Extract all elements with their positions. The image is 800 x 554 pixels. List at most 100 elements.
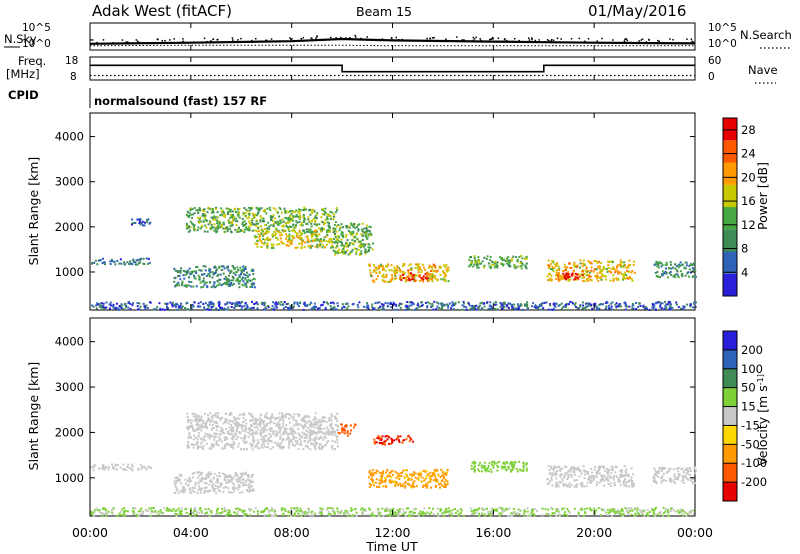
echo-cell-1 <box>189 478 192 481</box>
echo-cell-12 <box>451 304 454 307</box>
echo-cell-5 <box>342 226 345 229</box>
echo-cell-5 <box>370 484 372 487</box>
echo-cell-8 <box>476 260 479 262</box>
echo-cell-2 <box>207 435 209 438</box>
echo-cell-3 <box>276 220 279 223</box>
echo-cell-2 <box>275 424 278 427</box>
echo-cell-2 <box>213 436 216 439</box>
echo-cell-5 <box>351 239 354 242</box>
echo-cell-12 <box>440 302 442 305</box>
echo-cell-2 <box>188 425 191 428</box>
echo-cell-9 <box>580 273 583 276</box>
echo-cell-5 <box>420 480 423 483</box>
echo-cell-12 <box>660 307 663 310</box>
echo-cell-3 <box>189 213 192 216</box>
echo-cell-2 <box>245 440 248 443</box>
echo-cell-12 <box>210 308 213 311</box>
echo-cell-3 <box>210 216 213 219</box>
echo-cell-3 <box>286 221 289 224</box>
echo-cell-2 <box>224 436 227 439</box>
echo-cell-12 <box>587 304 590 307</box>
echo-cell-2 <box>214 414 217 417</box>
echo-cell-2 <box>331 439 334 442</box>
echo-cell-4 <box>266 242 269 245</box>
noise-point <box>360 37 362 40</box>
echo-cell-6 <box>396 265 399 268</box>
echo-cell-1 <box>203 491 206 494</box>
echo-cell-12 <box>588 302 591 305</box>
echo-cell-12 <box>406 307 409 310</box>
noise-right-tick-bottom: 10^0 <box>708 38 737 50</box>
echo-cell-9 <box>312 514 315 517</box>
echo-cell-2 <box>263 445 266 448</box>
echo-cell-2 <box>185 271 188 274</box>
echo-cell-12 <box>331 301 334 304</box>
echo-cell-10 <box>564 278 567 281</box>
echo-cell-2 <box>213 281 216 284</box>
echo-cell-3 <box>279 219 282 222</box>
echo-cell-3 <box>242 213 245 216</box>
echo-cell-12 <box>659 304 662 307</box>
echo-cell-12 <box>149 301 152 304</box>
echo-cell-2 <box>259 420 262 423</box>
echo-cell-7 <box>564 474 567 477</box>
echo-cell-2 <box>233 416 235 419</box>
echo-cell-9 <box>629 263 632 266</box>
echo-cell-9 <box>600 278 603 281</box>
echo-cell-2 <box>173 267 176 270</box>
echo-cell-2 <box>282 425 284 428</box>
echo-cell-2 <box>267 442 270 445</box>
echo-cell-1 <box>232 476 235 479</box>
echo-cell-3 <box>203 216 206 219</box>
echo-cell-9 <box>295 510 298 513</box>
echo-cell-3 <box>283 207 286 210</box>
echo-cell-6 <box>369 274 372 277</box>
echo-cell-2 <box>180 284 183 287</box>
echo-cell-3 <box>200 225 203 228</box>
echo-cell-12 <box>666 303 669 306</box>
echo-cell-12 <box>608 304 610 307</box>
echo-cell-2 <box>281 440 284 443</box>
echo-cell-3 <box>257 211 260 214</box>
noise-point <box>692 41 695 43</box>
echo-cell-5 <box>348 232 351 235</box>
echo-cell-11 <box>665 267 667 270</box>
echo-cell-2 <box>240 448 242 451</box>
echo-cell-2 <box>208 433 211 436</box>
echo-cell-3 <box>202 219 205 222</box>
echo-cell-3 <box>288 218 291 221</box>
echo-cell-12 <box>125 304 128 307</box>
echo-cell-2 <box>199 445 202 448</box>
echo-cell-3 <box>342 428 345 431</box>
echo-cell-3 <box>268 228 271 230</box>
echo-cell-1 <box>140 222 143 224</box>
echo-cell-2 <box>176 282 179 285</box>
echo-cell-3 <box>333 224 336 226</box>
echo-cell-2 <box>309 423 312 426</box>
noise-point <box>497 37 500 39</box>
echo-cell-8 <box>677 473 680 476</box>
echo-cell-5 <box>369 473 372 476</box>
echo-cell-0 <box>130 468 133 471</box>
echo-cell-1 <box>209 489 212 492</box>
echo-cell-2 <box>284 416 287 419</box>
noise-point <box>340 37 342 40</box>
echo-cell-11 <box>672 266 675 269</box>
echo-cell-12 <box>605 305 608 308</box>
echo-cell-3 <box>278 215 281 218</box>
echo-cell-4 <box>386 435 389 437</box>
echo-cell-8 <box>476 263 479 266</box>
echo-cell-7 <box>611 467 614 470</box>
echo-cell-12 <box>118 305 121 307</box>
echo-cell-1 <box>182 486 184 489</box>
echo-cell-1 <box>188 476 191 479</box>
echo-cell-6 <box>374 266 377 269</box>
noise-point <box>240 37 242 40</box>
echo-cell-7 <box>624 480 626 483</box>
echo-cell-2 <box>234 432 237 435</box>
echo-cell-5 <box>414 472 417 475</box>
echo-cell-1 <box>207 472 210 475</box>
echo-cell-3 <box>229 224 232 227</box>
echo-cell-3 <box>291 219 294 222</box>
echo-cell-2 <box>211 435 214 438</box>
